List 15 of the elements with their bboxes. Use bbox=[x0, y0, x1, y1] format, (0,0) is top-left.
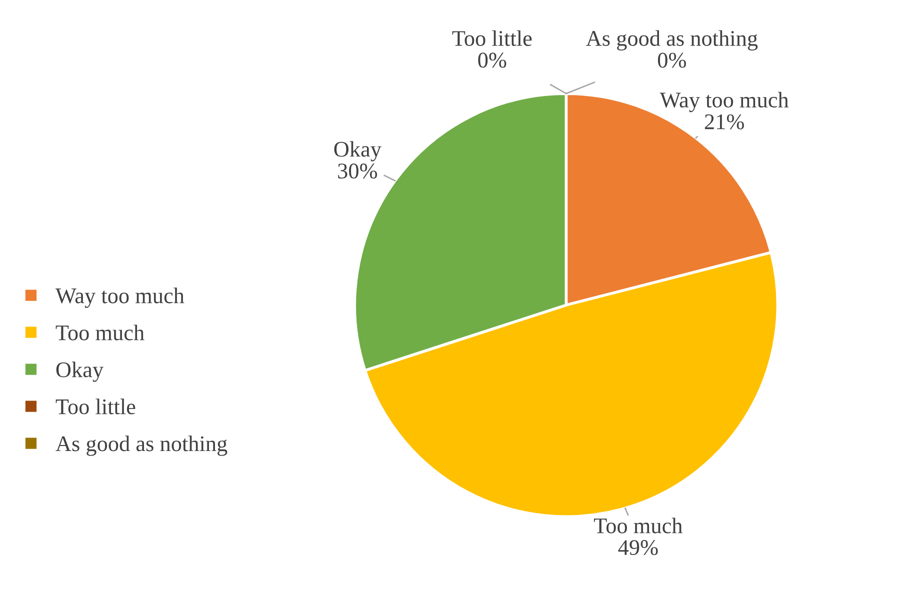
slice-label: Too much bbox=[594, 518, 682, 534]
category-label: Too little bbox=[452, 30, 532, 46]
data-label: 30% bbox=[338, 164, 378, 179]
legend-label: As good as nothing bbox=[56, 436, 228, 456]
data-label: 49% bbox=[618, 540, 658, 556]
legend-label: Okay bbox=[56, 362, 104, 382]
text: 0% bbox=[658, 52, 686, 68]
slice-label: Okay bbox=[334, 141, 382, 162]
slice-label: Way too much bbox=[660, 92, 789, 112]
text: 0% bbox=[478, 52, 506, 68]
legend-label: Too much bbox=[56, 324, 144, 340]
legend-label: Way too much bbox=[55, 288, 184, 308]
data-label: 21% bbox=[704, 114, 744, 130]
category-label: As good as nothing bbox=[586, 30, 758, 51]
legend-label: Too little bbox=[56, 398, 136, 414]
